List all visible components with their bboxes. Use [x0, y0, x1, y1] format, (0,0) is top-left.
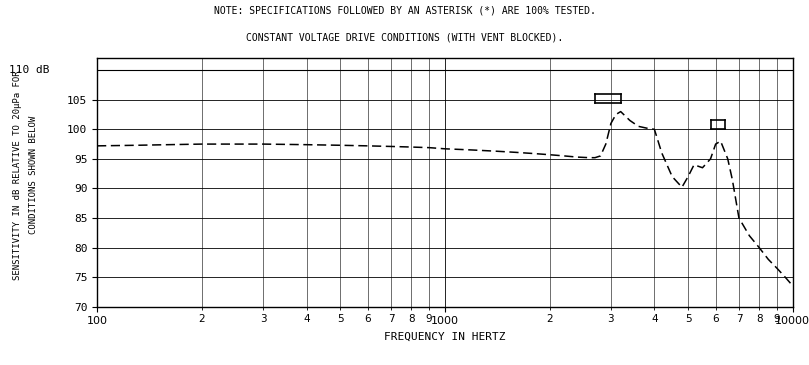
- Text: 110 dB: 110 dB: [9, 65, 50, 75]
- X-axis label: FREQUENCY IN HERTZ: FREQUENCY IN HERTZ: [384, 332, 506, 342]
- Text: SENSITIVITY IN dB RELATIVE TO 20μPa FOR: SENSITIVITY IN dB RELATIVE TO 20μPa FOR: [13, 70, 23, 280]
- Text: CONDITIONS SHOWN BELOW: CONDITIONS SHOWN BELOW: [29, 116, 39, 234]
- Text: NOTE: SPECIFICATIONS FOLLOWED BY AN ASTERISK (*) ARE 100% TESTED.: NOTE: SPECIFICATIONS FOLLOWED BY AN ASTE…: [214, 5, 595, 15]
- Text: CONSTANT VOLTAGE DRIVE CONDITIONS (WITH VENT BLOCKED).: CONSTANT VOLTAGE DRIVE CONDITIONS (WITH …: [246, 33, 563, 43]
